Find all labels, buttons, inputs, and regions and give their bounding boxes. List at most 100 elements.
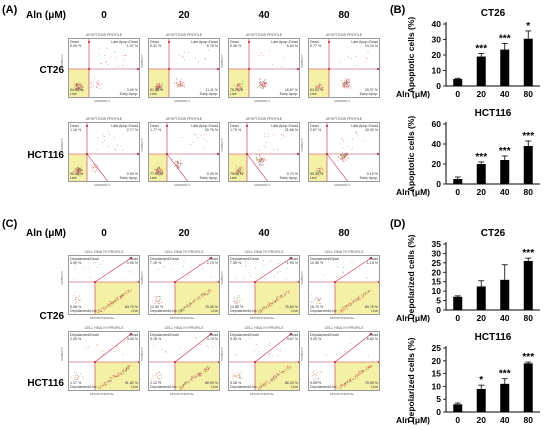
conc-header-c-3: 80 xyxy=(338,228,350,239)
quadrant-value-br: 11.11 % xyxy=(205,88,218,92)
flow-plot-cell-health: Depolarized/Dead 7.10 % Dead 2.75 % 12.50 % D… xyxy=(148,255,220,315)
y-tick-label: 20 xyxy=(432,267,442,277)
flow-plot-apoptosis: Dead 1.79 % Late Apop./Dead 21.66 % 75.85 % L… xyxy=(228,122,300,182)
quadrant-value-br: 0.35 % xyxy=(206,172,218,176)
flow-y-axis-label: VIABILITY xyxy=(60,137,64,152)
significance-marker: *** xyxy=(475,43,487,54)
row-label-a-hct116: HCT116 xyxy=(27,150,64,161)
bar xyxy=(500,160,510,184)
quadrant-value-br: 84.70 % xyxy=(124,305,138,309)
flow-plot-svg xyxy=(149,332,219,390)
flow-plot-svg xyxy=(309,256,379,314)
quadrant-label-tl: Dead xyxy=(230,124,239,128)
quadrant-label-bl: Live xyxy=(70,176,77,180)
flow-x-axis-label: ANNEXIN V xyxy=(334,99,351,103)
x-axis-label: Aln (μM) xyxy=(396,313,430,323)
quadrant-label-bl: Depolarized/Live xyxy=(70,385,97,389)
quadrant-value-tl: 1.79 % xyxy=(230,128,242,132)
flow-y-axis-label: VIABILITY xyxy=(60,53,64,68)
flow-plot-title: APOPTOSIS PROFILE xyxy=(85,33,123,37)
panel-letter-a: (A) xyxy=(2,4,18,16)
chart-title: HCT116 xyxy=(475,332,512,343)
bar xyxy=(523,260,533,310)
flow-plot-title: CELL HEALTH PROFILE xyxy=(164,250,204,254)
quadrant-label-tl: Dead xyxy=(150,40,159,44)
quadrant-value-br: 0.55 % xyxy=(126,172,138,176)
flow-plot-title: CELL HEALTH PROFILE xyxy=(164,326,204,330)
quadrant-value-br: 91.82 % xyxy=(124,381,138,385)
flow-plot-cell-health: Depolarized/Dead 4.90 % Dead 0.95 % 6.95 % De… xyxy=(68,255,140,315)
flow-x-axis-label: MITOPOTENTIAL xyxy=(90,392,115,396)
quadrant-label-tr: Dead xyxy=(289,333,298,337)
y-axis-label: Depolarized cells (%) xyxy=(406,234,416,319)
conc-header-c-0: 0 xyxy=(101,228,107,239)
bar xyxy=(523,38,533,86)
flow-plot-cell-health: Depolarized/Dead 5.18 % Dead 3.78 % 2.12 % De… xyxy=(148,331,220,391)
quadrant-label-tl: Dead xyxy=(70,40,79,44)
quadrant-label-tr: Late Apop./Dead xyxy=(191,40,218,44)
y-tick-label: 5 xyxy=(436,394,441,404)
quadrant-label-br: Live xyxy=(131,385,138,389)
y-tick-label: 5 xyxy=(436,296,441,306)
row-label-a-ct26: CT26 xyxy=(39,65,64,76)
quadrant-label-br: Live xyxy=(211,385,218,389)
quadrant-label-tl: Depolarized/Dead xyxy=(70,333,99,337)
flow-y-axis-label: VIABILITY xyxy=(300,346,304,361)
flow-plot-cell-health: Depolarized/Dead 9.05 % Dead 6.80 % 9.55 % De… xyxy=(308,331,380,391)
flow-y-axis-label: VIABILITY xyxy=(220,270,224,285)
quadrant-value-tl: 1.77 % xyxy=(150,128,162,132)
x-axis-label: Aln (μM) xyxy=(396,187,430,197)
quadrant-value-tr: 21.66 % xyxy=(284,128,298,132)
flow-plot-svg xyxy=(69,332,139,390)
y-tick-label: 25 xyxy=(432,343,442,353)
quadrant-value-bl: 14.80 % xyxy=(230,305,244,309)
x-tick-label: 80 xyxy=(524,313,534,323)
flow-x-axis-label: MITOPOTENTIAL xyxy=(330,392,355,396)
quadrant-value-bl: 77.04 % xyxy=(150,172,164,176)
bar xyxy=(453,79,463,86)
quadrant-value-tr: 43.40 % xyxy=(364,128,378,132)
panel-letter-c: (C) xyxy=(2,218,18,230)
x-tick-label: 20 xyxy=(477,89,487,99)
flow-plot-svg xyxy=(69,256,139,314)
chart-title: CT26 xyxy=(481,228,506,239)
quadrant-value-tl: 9.05 % xyxy=(310,337,322,341)
panel-a: Aln (μM) 0 20 40 80 CT26 HCT116 Dead 0.09… xyxy=(0,0,390,218)
quadrant-label-tr: Dead xyxy=(369,257,378,261)
quadrant-label-tr: Dead xyxy=(289,257,298,261)
quadrant-value-tr: 3.78 % xyxy=(206,337,218,341)
quadrant-label-bl: Depolarized/Live xyxy=(150,385,177,389)
x-tick-label: 0 xyxy=(455,89,460,99)
quadrant-value-bl: 75.85 % xyxy=(230,172,244,176)
quadrant-value-tl: 0.77 % xyxy=(310,44,322,48)
quadrant-value-tl: 5.18 % xyxy=(150,337,162,341)
quadrant-value-tr: 4.67 % xyxy=(286,337,298,341)
aln-header-c: Aln (μM) xyxy=(26,228,66,239)
flow-y-axis-label: VIABILITY xyxy=(140,53,144,68)
bar xyxy=(476,286,486,310)
quadrant-label-br: Early Apop. xyxy=(279,176,298,180)
quadrant-label-bl: Depolarized/Live xyxy=(310,309,337,313)
quadrant-label-br: Live xyxy=(211,309,218,313)
flow-plot-apoptosis: Dead 0.09 % Late Apop./Dead 1.07 % 94.04 % Li… xyxy=(68,38,140,98)
significance-marker: *** xyxy=(522,248,534,259)
quadrant-value-bl: 63.62 % xyxy=(310,88,324,92)
y-tick-label: 60 xyxy=(432,119,442,129)
quadrant-value-bl: 6.95 % xyxy=(70,305,82,309)
flow-x-axis-label: ANNEXIN V xyxy=(94,183,111,187)
quadrant-label-bl: Live xyxy=(310,92,317,96)
flow-y-axis-label: VIABILITY xyxy=(140,346,144,361)
flow-plot-svg xyxy=(149,39,219,97)
x-axis-label: Aln (μM) xyxy=(396,415,430,425)
quadrant-label-br: Early Apop. xyxy=(119,176,138,180)
quadrant-label-br: Live xyxy=(131,309,138,313)
quadrant-label-br: Live xyxy=(371,309,378,313)
flow-x-axis-label: MITOPOTENTIAL xyxy=(170,316,195,320)
chart-title: CT26 xyxy=(481,8,506,19)
quadrant-value-bl: 16.70 % xyxy=(310,305,324,309)
flow-plot-apoptosis: Dead 0.36 % Late Apop./Dead 6.54 % 76.29 % Li… xyxy=(228,38,300,98)
flow-plot-svg xyxy=(69,39,139,97)
flow-plot-svg xyxy=(309,332,379,390)
y-tick-label: 0 xyxy=(436,305,441,315)
quadrant-value-bl: 76.29 % xyxy=(230,88,244,92)
